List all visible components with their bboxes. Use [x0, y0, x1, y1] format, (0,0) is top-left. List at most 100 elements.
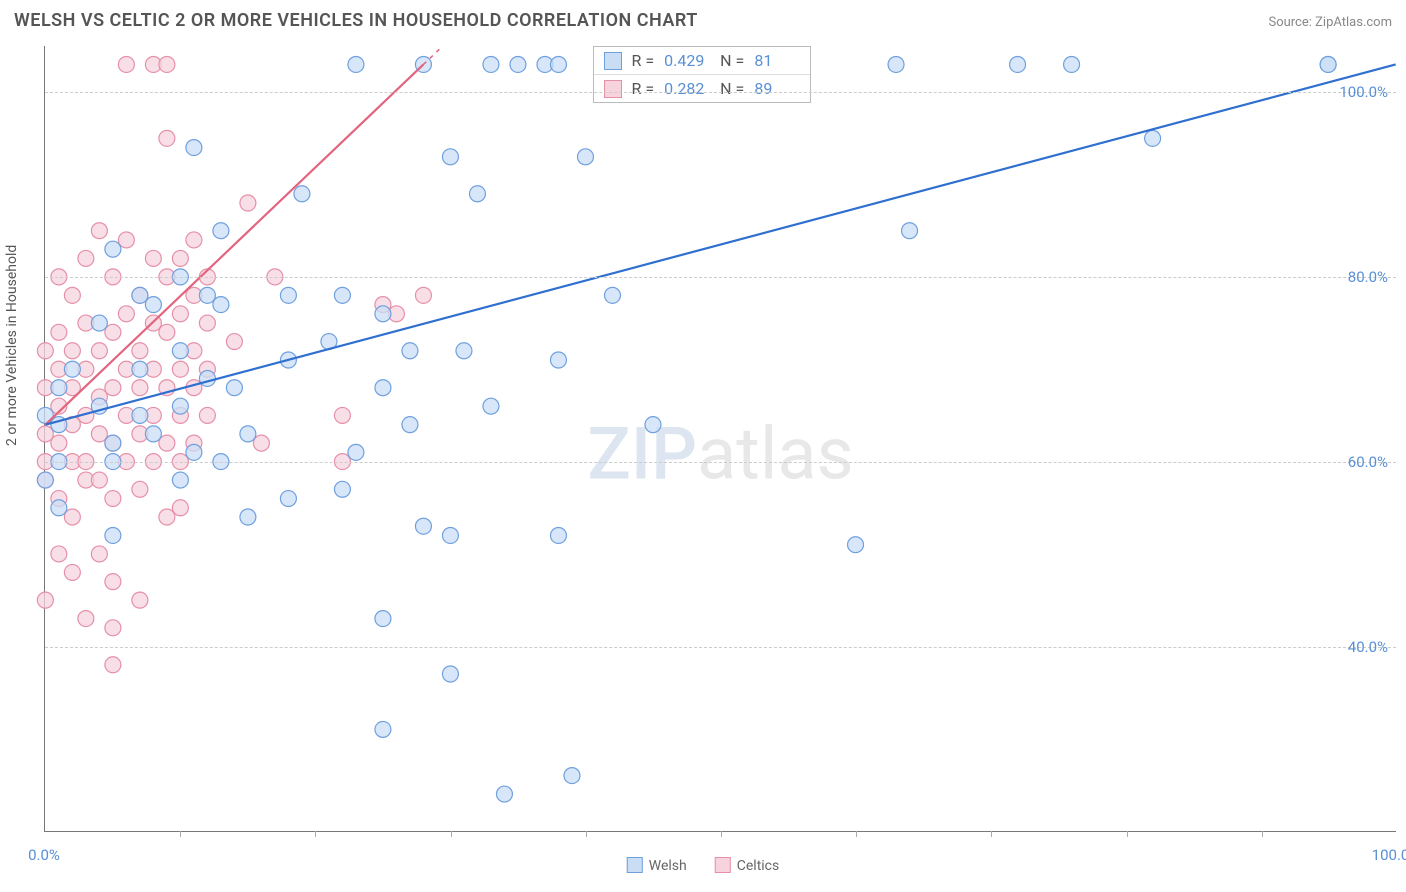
x-minor-tick [315, 831, 316, 837]
stats-r-label: R = [632, 79, 655, 98]
stats-row: R = 0.429 N = 81 [594, 47, 811, 74]
legend-item: Celtics [715, 857, 779, 874]
scatter-point [253, 435, 269, 451]
scatter-point [348, 56, 364, 72]
scatter-point [550, 527, 566, 543]
scatter-point [91, 472, 107, 488]
scatter-point [564, 768, 580, 784]
scatter-point [172, 361, 188, 377]
stats-r-value: 0.282 [664, 79, 710, 98]
scatter-point [64, 343, 80, 359]
chart-title: WELSH VS CELTIC 2 OR MORE VEHICLES IN HO… [14, 10, 698, 31]
scatter-point [64, 564, 80, 580]
stats-n-value: 81 [754, 51, 800, 70]
scatter-point [37, 426, 53, 442]
scatter-point [105, 620, 121, 636]
stats-row: R = 0.282 N = 89 [594, 74, 811, 102]
scatter-point [91, 223, 107, 239]
legend-swatch [627, 857, 643, 873]
scatter-point [577, 149, 593, 165]
scatter-point [159, 56, 175, 72]
scatter-point [172, 306, 188, 322]
scatter-point [159, 324, 175, 340]
regression-line [45, 64, 423, 424]
x-minor-tick [586, 831, 587, 837]
scatter-point [37, 343, 53, 359]
scatter-point [145, 297, 161, 313]
x-minor-tick [721, 831, 722, 837]
stats-n-label: N = [720, 79, 744, 98]
scatter-point [105, 380, 121, 396]
scatter-point [402, 343, 418, 359]
scatter-point [132, 361, 148, 377]
y-axis-label: 2 or more Vehicles in Household [4, 245, 20, 446]
scatter-point [1145, 130, 1161, 146]
gridline-horizontal [45, 462, 1396, 463]
scatter-point [132, 287, 148, 303]
scatter-point [51, 546, 67, 562]
scatter-point [145, 426, 161, 442]
chart-plot-area: ZIPatlas R = 0.429N = 81R = 0.282N = 89 [44, 46, 1396, 832]
scatter-point [199, 407, 215, 423]
scatter-point [64, 361, 80, 377]
scatter-point [132, 343, 148, 359]
source-link[interactable]: ZipAtlas.com [1315, 15, 1392, 30]
scatter-point [226, 334, 242, 350]
scatter-point [91, 546, 107, 562]
scatter-point [91, 426, 107, 442]
scatter-point [145, 250, 161, 266]
scatter-point [1010, 56, 1026, 72]
scatter-point [510, 56, 526, 72]
scatter-point [240, 509, 256, 525]
scatter-point [442, 527, 458, 543]
scatter-point [78, 611, 94, 627]
scatter-point [78, 250, 94, 266]
legend-swatch [715, 857, 731, 873]
scatter-point [132, 481, 148, 497]
stats-r-value: 0.429 [664, 51, 710, 70]
scatter-point [105, 241, 121, 257]
scatter-point [483, 56, 499, 72]
scatter-point [105, 435, 121, 451]
scatter-point [334, 407, 350, 423]
y-tick-label: 100.0% [1339, 83, 1388, 101]
stats-n-value: 89 [754, 79, 800, 98]
scatter-point [172, 250, 188, 266]
scatter-point [91, 343, 107, 359]
legend-swatch [604, 52, 622, 70]
scatter-point [132, 592, 148, 608]
scatter-point [105, 324, 121, 340]
scatter-point [902, 223, 918, 239]
legend-item: Welsh [627, 857, 687, 874]
scatter-point [1320, 56, 1336, 72]
x-tick-label: 0.0% [28, 846, 60, 864]
scatter-point [604, 287, 620, 303]
scatter-point [442, 149, 458, 165]
scatter-point [469, 186, 485, 202]
scatter-point [415, 287, 431, 303]
scatter-point [132, 380, 148, 396]
scatter-point [1064, 56, 1080, 72]
scatter-point [226, 380, 242, 396]
series-legend: Welsh Celtics [627, 857, 779, 874]
scatter-point [172, 398, 188, 414]
scatter-point [91, 315, 107, 331]
scatter-point [105, 574, 121, 590]
scatter-point [172, 500, 188, 516]
x-minor-tick [451, 831, 452, 837]
scatter-point [37, 407, 53, 423]
scatter-point [105, 657, 121, 673]
scatter-point [105, 527, 121, 543]
scatter-point [888, 56, 904, 72]
legend-label: Welsh [649, 858, 687, 874]
stats-r-label: R = [632, 51, 655, 70]
correlation-stats-box: R = 0.429 N = 81 R = 0.282 N = 89 [593, 46, 812, 103]
scatter-point [375, 611, 391, 627]
stats-n-label: N = [720, 51, 744, 70]
x-minor-tick [856, 831, 857, 837]
scatter-point [550, 352, 566, 368]
scatter-point [334, 287, 350, 303]
scatter-point [415, 518, 431, 534]
scatter-point [37, 472, 53, 488]
legend-swatch [604, 80, 622, 98]
